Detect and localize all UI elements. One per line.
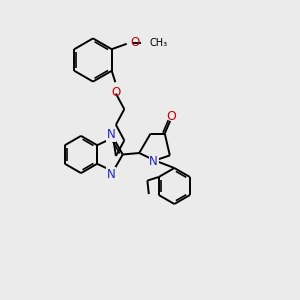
Text: N: N [106, 168, 116, 181]
Text: O: O [167, 110, 176, 123]
Text: N: N [149, 154, 158, 168]
Text: N: N [106, 128, 116, 141]
Text: O: O [111, 86, 121, 99]
Text: CH₃: CH₃ [149, 38, 168, 48]
Text: O: O [130, 36, 140, 50]
